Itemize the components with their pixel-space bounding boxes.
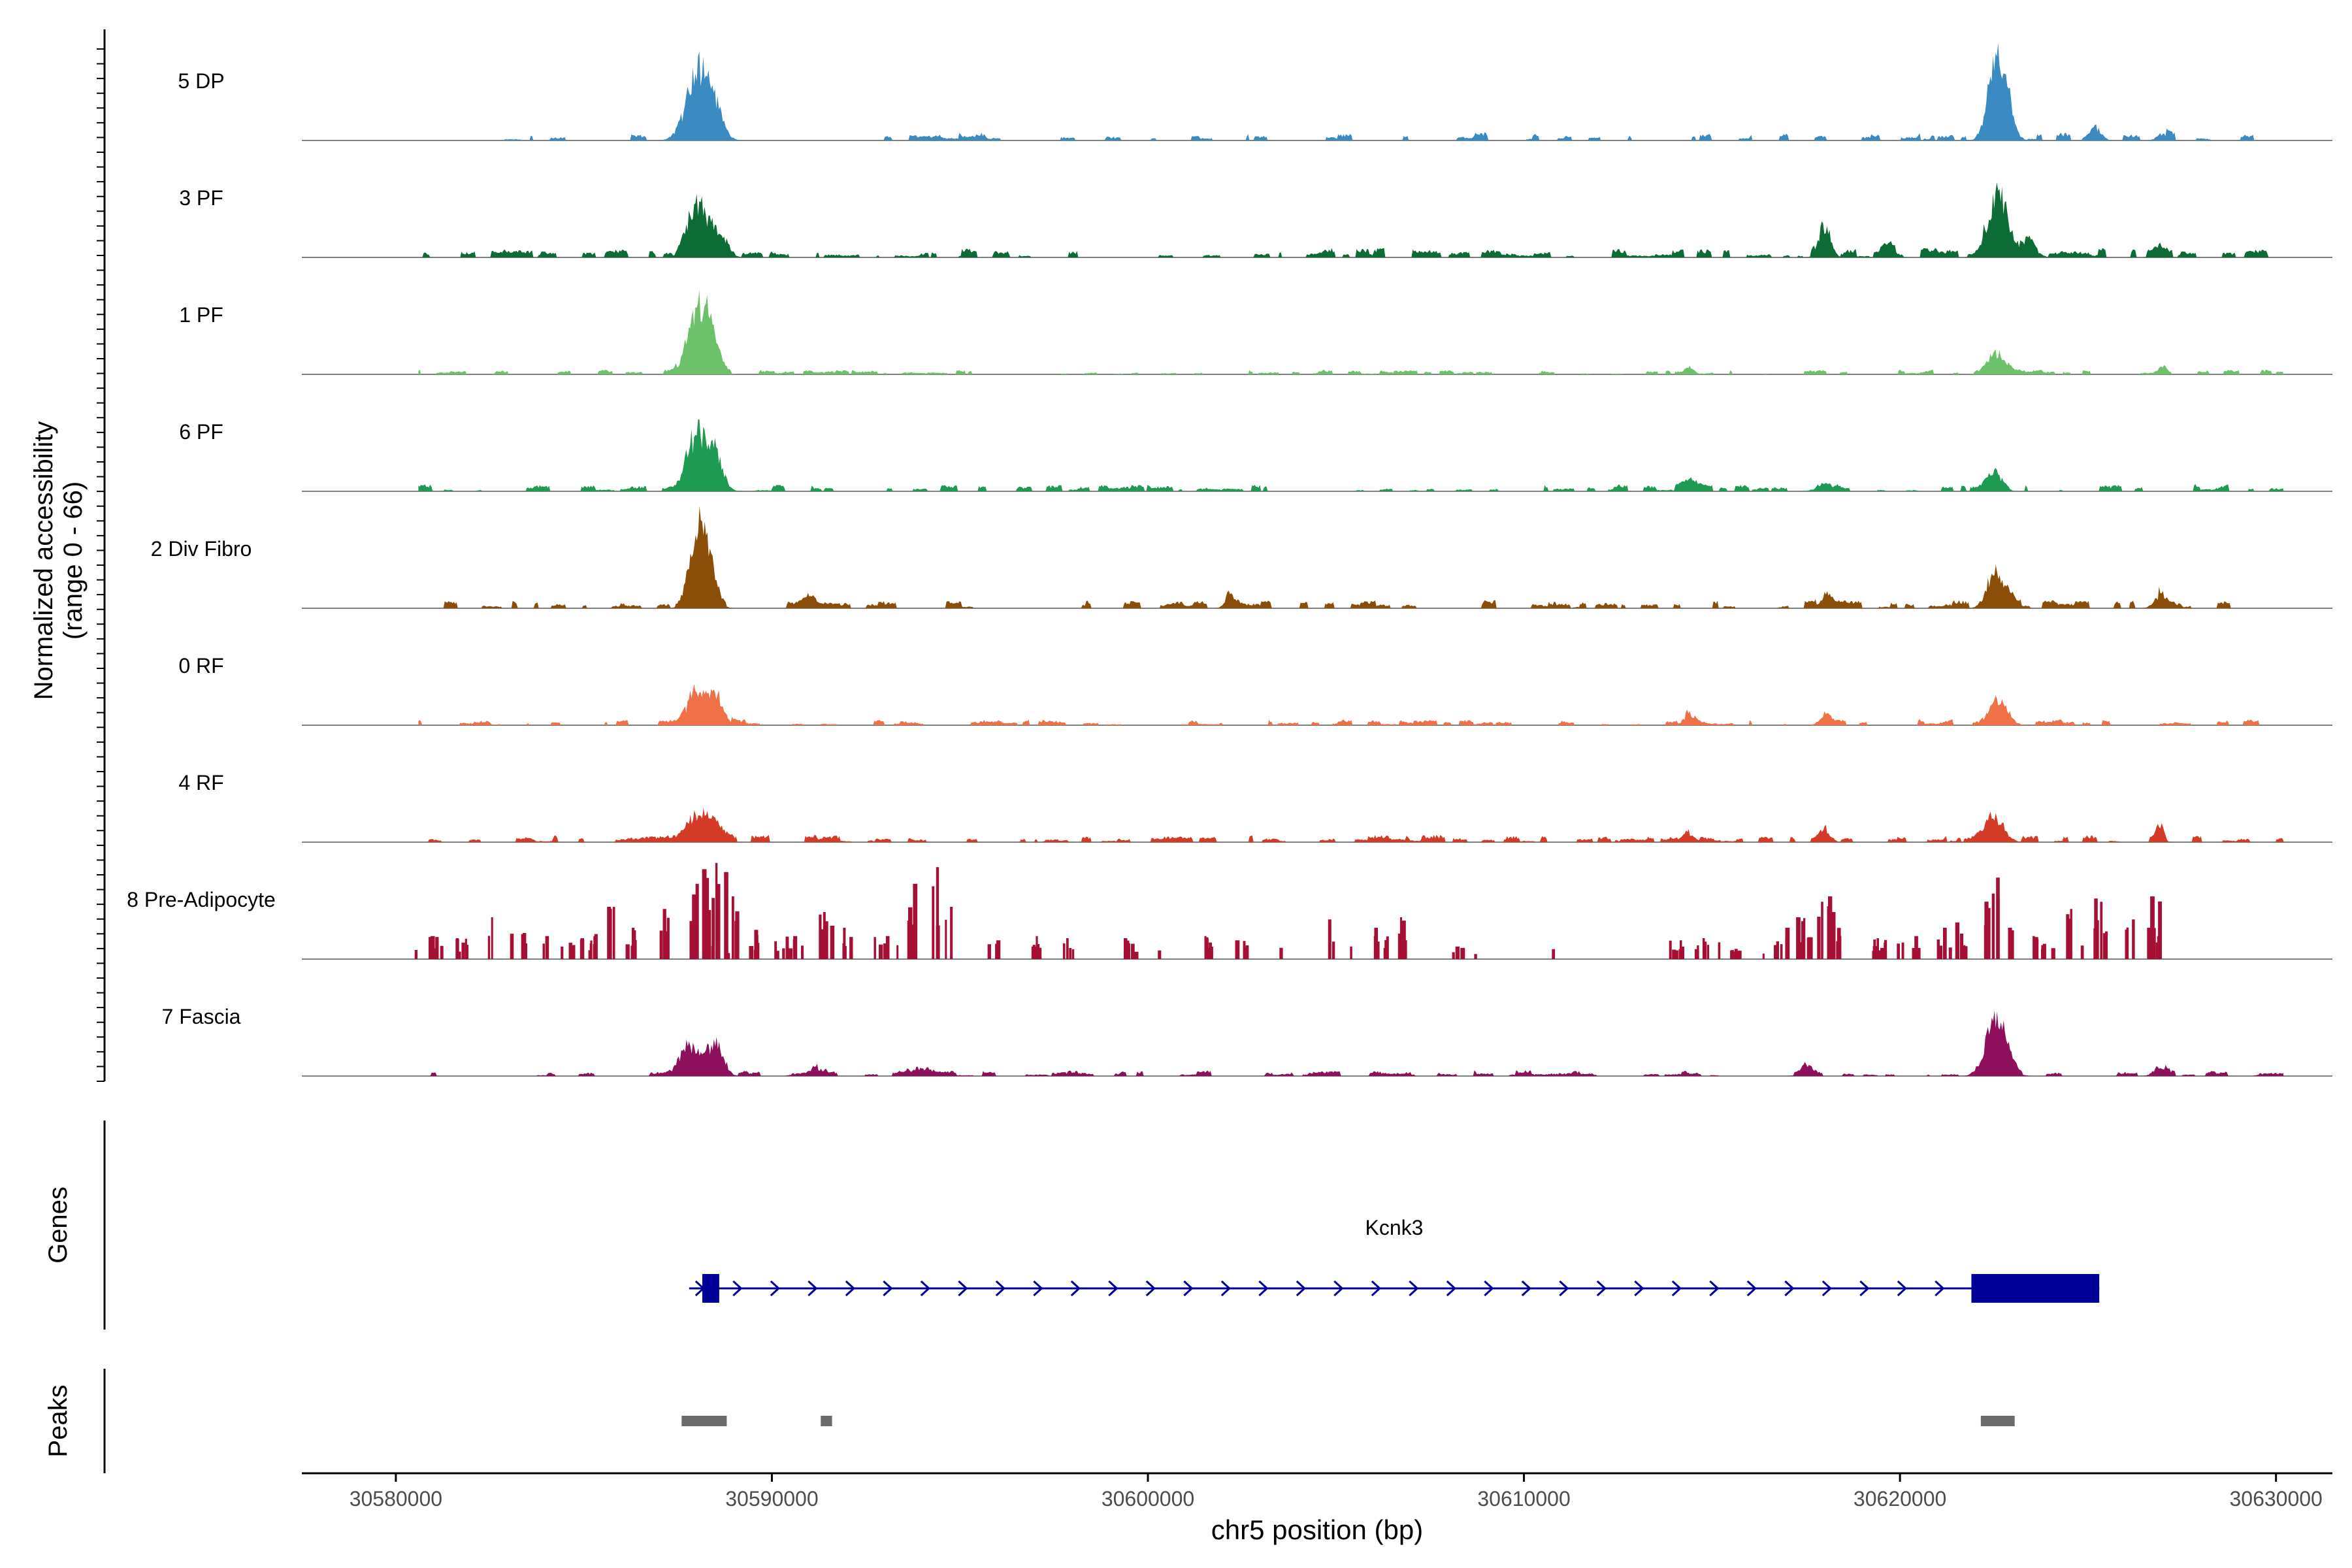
coverage-track: 6 PF (179, 419, 2332, 492)
track-label: 3 PF (179, 186, 223, 210)
strand-arrow (1371, 1280, 1382, 1297)
x-tick-label: 30630000 (2229, 1487, 2322, 1511)
coverage-tracks: 5 DP 3 PF 1 PF 6 PF 2 Div Fibro 0 RF 4 RF 8 Pre… (127, 42, 2332, 1077)
x-tick-label: 30610000 (1477, 1487, 1570, 1511)
track-label: 0 RF (178, 654, 223, 678)
coverage-track: 5 DP (178, 42, 2332, 141)
peak-region (681, 1416, 727, 1426)
strand-arrow (1333, 1280, 1344, 1297)
x-tick-label: 30590000 (725, 1487, 818, 1511)
strand-arrow (1446, 1280, 1457, 1297)
x-tick-label: 30580000 (350, 1487, 442, 1511)
strand-arrow (920, 1280, 931, 1297)
peak-region (821, 1416, 832, 1426)
strand-arrow (883, 1280, 893, 1297)
strand-arrow (1521, 1280, 1532, 1297)
coverage-track: 8 Pre-Adipocyte (127, 862, 2332, 960)
track-label: 7 Fascia (162, 1005, 241, 1028)
gene-exon (702, 1274, 719, 1303)
strand-arrow (1859, 1280, 1870, 1297)
strand-arrow (1671, 1280, 1682, 1297)
strand-arrow (1559, 1280, 1569, 1297)
strand-arrow (845, 1280, 856, 1297)
strand-arrow (1258, 1280, 1269, 1297)
coverage-track: 1 PF (179, 289, 2332, 375)
gene-name-label: Kcnk3 (1365, 1216, 1424, 1239)
peaks-panel-label: Peaks (44, 1384, 73, 1457)
x-tick-label: 30620000 (1854, 1487, 1946, 1511)
strand-arrow (1746, 1280, 1757, 1297)
track-label: 5 DP (178, 69, 224, 93)
track-label: 2 Div Fibro (151, 537, 252, 561)
peak-region (1980, 1416, 2015, 1426)
strand-arrow (1821, 1280, 1833, 1297)
track-label: 4 RF (178, 771, 223, 794)
coverage-track: 2 Div Fibro (151, 506, 2332, 609)
strand-arrow (732, 1280, 743, 1297)
track-label: 1 PF (179, 303, 223, 327)
strand-arrow (1935, 1280, 1945, 1297)
strand-arrow (1183, 1280, 1194, 1297)
track-label: 8 Pre-Adipocyte (127, 888, 276, 911)
x-tick-label: 30600000 (1102, 1487, 1194, 1511)
peaks-track (681, 1416, 2015, 1426)
strand-arrow (958, 1280, 968, 1297)
strand-arrow (1484, 1280, 1494, 1297)
strand-arrow (1220, 1280, 1232, 1297)
strand-arrow (1108, 1280, 1119, 1297)
gene-track: Kcnk3 (689, 1216, 2100, 1303)
strand-arrow (1296, 1280, 1307, 1297)
coverage-track: 3 PF (179, 182, 2332, 258)
strand-arrow (1409, 1280, 1419, 1297)
strand-arrow (1070, 1280, 1081, 1297)
y-axis (97, 29, 106, 1082)
strand-arrow (808, 1280, 818, 1297)
x-axis-label: chr5 position (bp) (1211, 1514, 1424, 1545)
strand-arrow (1596, 1280, 1607, 1297)
y-axis-label-line2: (range 0 - 66) (59, 482, 88, 640)
coverage-track: 0 RF (178, 654, 2332, 726)
gene-exon (1971, 1274, 2100, 1303)
track-label: 6 PF (179, 420, 223, 444)
strand-arrow (770, 1280, 781, 1297)
coverage-area (414, 808, 2284, 842)
strand-arrow (1709, 1280, 1720, 1297)
strand-arrow (1033, 1280, 1043, 1297)
x-axis-ticks: 30580000 30590000 30600000 30610000 30620000… (350, 1473, 2323, 1511)
coverage-area (418, 42, 2284, 140)
strand-arrow (1145, 1280, 1156, 1297)
strand-arrow (995, 1280, 1006, 1297)
strand-arrow (1634, 1280, 1644, 1297)
strand-arrow (1784, 1280, 1795, 1297)
coverage-area (414, 862, 2163, 959)
strand-arrow (1897, 1280, 1908, 1297)
y-axis-label-line1: Normalized accessibility (29, 421, 58, 700)
coverage-track: 4 RF (178, 771, 2332, 843)
coverage-track: 7 Fascia (162, 1005, 2332, 1077)
genes-panel-label: Genes (44, 1186, 73, 1264)
